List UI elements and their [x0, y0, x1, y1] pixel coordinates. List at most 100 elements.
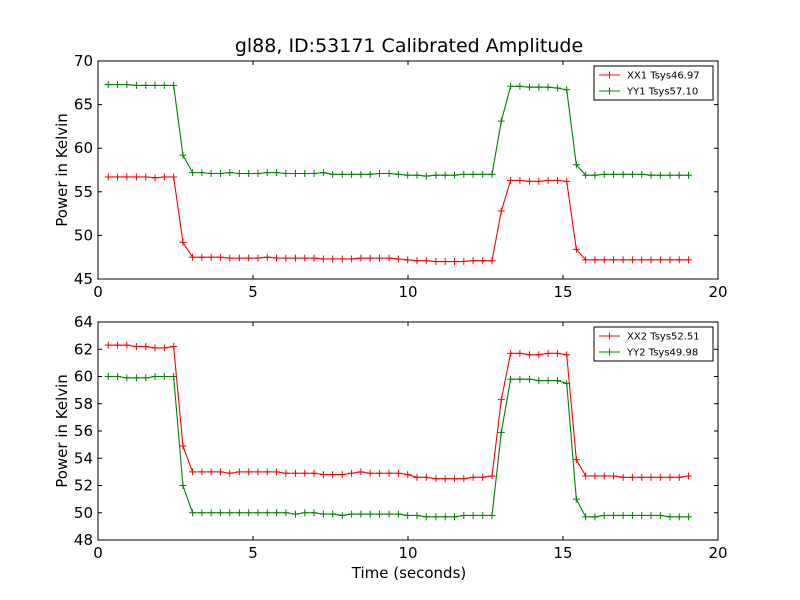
bottom-series-0-point — [263, 468, 271, 476]
top-series-0-point — [282, 254, 290, 262]
top-series-0-point — [432, 258, 440, 266]
top-series-1-point — [104, 81, 112, 89]
bottom-ytick-label: 58 — [74, 395, 93, 413]
top-series-0-point — [310, 254, 318, 262]
bottom-series-1-point — [582, 513, 590, 521]
top-series-1-point — [666, 171, 674, 179]
bottom-ytick-label: 62 — [74, 340, 93, 358]
top-series-0-point — [189, 253, 197, 261]
bottom-series-1-point — [263, 509, 271, 517]
top-ytick-label: 55 — [74, 183, 93, 201]
bottom-legend-label-0: XX2 Tsys52.51 — [627, 332, 700, 343]
top-series-1-point — [254, 169, 262, 177]
top-series-1-point — [591, 171, 599, 179]
top-series-0-point — [273, 254, 281, 262]
top-series-0-point — [245, 254, 253, 262]
top-series-1-point — [375, 169, 383, 177]
bottom-series-1-point — [282, 509, 290, 517]
top-series-1-point — [647, 171, 655, 179]
top-series-1-point — [488, 170, 496, 178]
bottom-series-0-point — [441, 475, 449, 483]
top-series-0-point — [666, 256, 674, 264]
bottom-ytick-label: 54 — [74, 449, 93, 467]
bottom-series-1-point — [488, 511, 496, 519]
top-series-0-point — [226, 254, 234, 262]
top-series-1-point — [413, 171, 421, 179]
bottom-series-1-point — [666, 513, 674, 521]
top-series-0-point — [544, 176, 552, 184]
top-legend: XX1 Tsys46.97 YY1 Tsys57.10 — [593, 65, 714, 101]
bottom-series-0-point — [114, 341, 122, 349]
top-series-1-point — [563, 86, 571, 94]
top-series-1-point — [404, 171, 412, 179]
top-ytick-label: 45 — [74, 270, 93, 288]
top-series-0-point — [422, 257, 430, 265]
top-series-0-point — [394, 255, 402, 263]
top-series-1-point — [273, 169, 281, 177]
bottom-series-1-point — [301, 509, 309, 517]
bottom-series-1-point — [216, 509, 224, 517]
bottom-series-0-point — [675, 473, 683, 481]
top-series-0-point — [553, 176, 561, 184]
top-series-0-point — [479, 257, 487, 265]
bottom-series-1-point — [516, 375, 524, 383]
bottom-series-0-point — [685, 472, 693, 480]
top-series-1-point — [507, 82, 515, 90]
top-series-0-point — [469, 257, 477, 265]
top-xtick-label: 10 — [398, 283, 417, 301]
bottom-series-0-point — [151, 344, 159, 352]
bottom-series-0-point — [189, 468, 197, 476]
bottom-series-1-point — [151, 373, 159, 380]
bottom-xtick-label: 5 — [248, 544, 258, 562]
bottom-series-1-point — [132, 374, 140, 382]
top-legend-box — [593, 65, 714, 101]
top-series-1-point — [198, 169, 206, 177]
bottom-series-1-point — [422, 513, 430, 521]
top-series-0-point — [582, 256, 590, 264]
bottom-series-0-point — [319, 471, 327, 479]
bottom-series-1-point — [319, 510, 327, 518]
bottom-series-1-point — [610, 511, 618, 519]
bottom-series-1-point — [563, 379, 571, 387]
bottom-series-1-point — [226, 509, 234, 517]
top-series-1-point — [132, 81, 140, 89]
bottom-series-1-point — [142, 374, 150, 382]
top-series-0-point — [591, 256, 599, 264]
top-series-1-point — [572, 161, 580, 169]
bottom-series-1-point — [104, 373, 112, 380]
top-ytick-label: 60 — [74, 139, 93, 157]
top-series-0-point — [526, 177, 534, 185]
top-series-0-point — [656, 256, 664, 264]
top-series-0-point — [404, 256, 412, 264]
top-series-0-point — [638, 256, 646, 264]
bottom-series-1-point — [273, 509, 281, 517]
top-series-0-point — [254, 254, 262, 262]
bottom-series-0-point — [497, 396, 505, 404]
top-series-1-point — [460, 170, 468, 178]
top-series-0-point — [338, 255, 346, 263]
bottom-series-0-point — [123, 341, 131, 349]
bottom-series-1-point — [507, 375, 515, 383]
bottom-series-0-point — [535, 351, 543, 359]
top-legend-label-1: YY1 Tsys57.10 — [626, 87, 698, 98]
bottom-series-0-point — [160, 344, 168, 352]
bottom-ytick-label: 64 — [74, 313, 93, 331]
top-series-markers — [104, 81, 693, 266]
bottom-legend-box — [593, 326, 714, 362]
top-series-1-point — [497, 117, 505, 125]
top-series-0-point — [413, 257, 421, 265]
bottom-series-1-point — [114, 373, 122, 380]
bottom-ytick-label: 60 — [74, 368, 93, 386]
bottom-series-0-point — [638, 473, 646, 481]
bottom-series-0-point — [432, 475, 440, 483]
top-ylabel: Power in Kelvin — [53, 113, 71, 227]
top-series-1-point — [479, 170, 487, 178]
top-xtick-label: 0 — [93, 283, 103, 301]
bottom-series-0-point — [329, 471, 337, 479]
bottom-series-1-point — [404, 511, 412, 519]
top-ytick-label: 65 — [74, 96, 93, 114]
bottom-series-0-point — [301, 469, 309, 477]
bottom-series-1-point — [451, 513, 458, 521]
top-series-1-point — [422, 172, 430, 180]
bottom-series-0-point — [348, 469, 356, 477]
